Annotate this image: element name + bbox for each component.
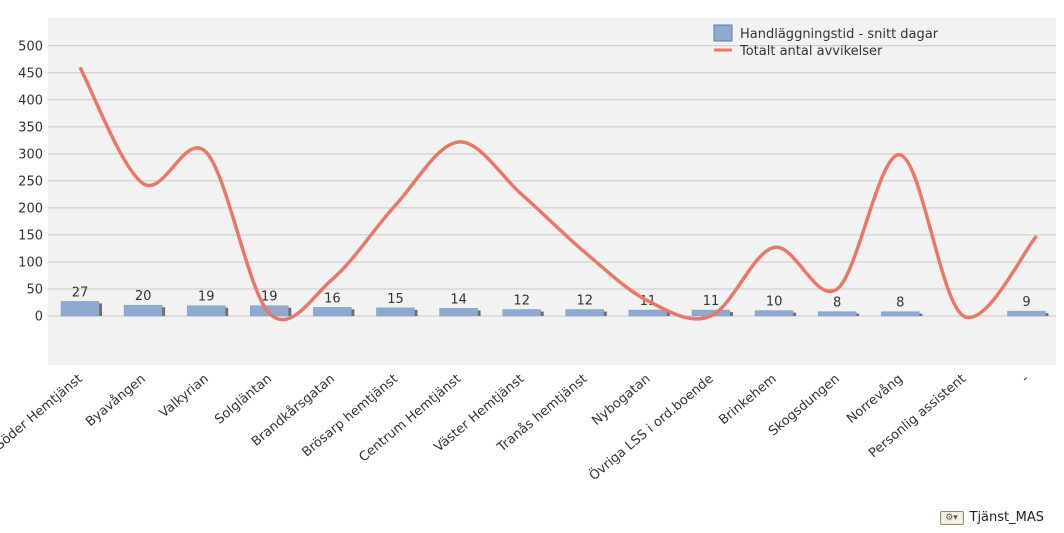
x-tick-label: Centrum Hemtjänst — [356, 372, 464, 466]
legend-bar-label: Handläggningstid - snitt dagar — [740, 27, 939, 42]
bar-fill — [377, 308, 415, 316]
bar-fill — [881, 312, 919, 316]
y-axis: 0 50 100 150 200 250 300 350 400 450 500 — [18, 39, 43, 324]
legend-bar-swatch — [714, 25, 732, 41]
bar-fill — [566, 310, 604, 316]
chart-options-icon[interactable]: ⚙▾ — [940, 511, 964, 525]
y-tick-label: 150 — [18, 228, 43, 243]
bar-fill — [313, 307, 351, 316]
x-tick-label: Solgläntan — [212, 372, 275, 428]
x-tick-label: Övriga LSS i ord.boende — [585, 370, 716, 484]
bar-data-label: 12 — [577, 294, 594, 309]
bar — [1008, 311, 1049, 316]
x-tick-label: Söder Hemtjänst — [0, 372, 86, 454]
bar-fill — [503, 310, 541, 316]
bar-fill — [440, 308, 478, 316]
x-tick-label: Valkyrian — [157, 372, 212, 422]
bar — [124, 305, 165, 316]
bar — [755, 311, 796, 316]
bar-fill — [187, 306, 225, 316]
bar — [313, 307, 354, 316]
bar-fill — [1008, 311, 1046, 316]
bar-data-label: 8 — [833, 296, 841, 311]
bar-data-label: 9 — [1022, 295, 1030, 310]
y-tick-label: 500 — [18, 39, 43, 54]
y-tick-label: 350 — [18, 120, 43, 135]
bar-data-label: 10 — [766, 295, 783, 310]
bar-fill — [818, 312, 856, 316]
bar — [503, 310, 544, 316]
y-tick-label: 400 — [18, 93, 43, 108]
y-tick-label: 0 — [35, 310, 43, 325]
bar — [187, 306, 228, 316]
bar-data-label: 14 — [450, 292, 467, 307]
bar — [818, 312, 859, 316]
bar-data-label: 27 — [72, 285, 89, 300]
footer-label: Tjänst_MAS — [970, 510, 1045, 525]
bar-data-label: 11 — [703, 294, 720, 309]
y-tick-label: 50 — [26, 282, 43, 297]
x-tick-label: Norrevång — [844, 372, 906, 427]
x-tick-label: Brinkehem — [716, 372, 779, 429]
bar-fill — [755, 311, 793, 316]
footer: ⚙▾ Tjänst_MAS — [940, 510, 1045, 525]
x-tick-label: - — [1019, 371, 1032, 386]
bar — [61, 301, 102, 316]
bar-fill — [629, 310, 667, 316]
x-tick-label: Nybogatan — [589, 372, 653, 429]
bar-fill — [124, 305, 162, 316]
bar-data-label: 8 — [896, 296, 904, 311]
bar — [881, 312, 922, 316]
bar — [377, 308, 418, 316]
bar-data-label: 20 — [135, 289, 152, 304]
bar — [629, 310, 670, 316]
y-tick-label: 250 — [18, 174, 43, 189]
bar-fill — [61, 301, 99, 316]
bar — [566, 310, 607, 316]
y-tick-label: 100 — [18, 255, 43, 270]
bar-data-label: 15 — [387, 292, 404, 307]
x-tick-label: Byavången — [83, 372, 149, 430]
y-tick-label: 450 — [18, 66, 43, 81]
bar — [440, 308, 481, 316]
bar-data-label: 12 — [513, 294, 530, 309]
bar-data-label: 16 — [324, 291, 341, 306]
bar-data-label: 19 — [198, 290, 215, 305]
y-tick-label: 300 — [18, 147, 43, 162]
y-tick-label: 200 — [18, 201, 43, 216]
legend-line-label: Totalt antal avvikelser — [739, 44, 883, 59]
